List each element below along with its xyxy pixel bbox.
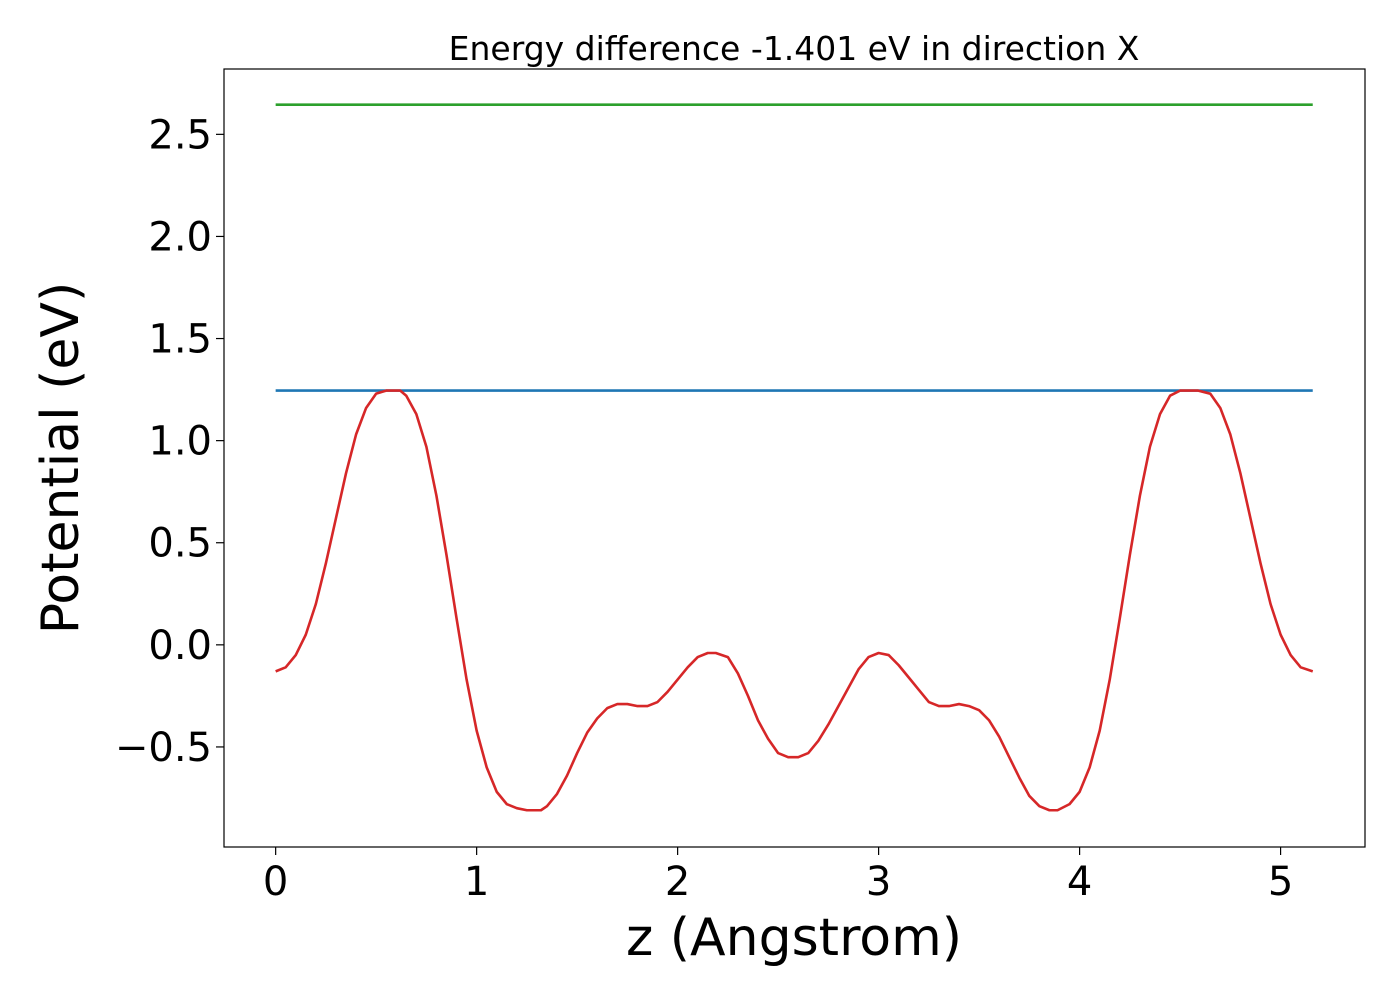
y-tick-label: 1.5 — [148, 317, 212, 363]
x-tick-label: 2 — [665, 859, 690, 905]
x-tick-label: 0 — [263, 859, 288, 905]
chart-title: Energy difference -1.401 eV in direction… — [449, 29, 1140, 68]
x-tick-label: 5 — [1268, 859, 1293, 905]
y-tick-label: 1.0 — [148, 419, 212, 465]
y-tick-label: 0.0 — [148, 623, 212, 669]
x-tick-label: 4 — [1067, 859, 1092, 905]
x-axis-label: z (Angstrom) — [626, 908, 962, 968]
y-axis: −0.5 0.0 0.5 1.0 1.5 2.0 2.5 — [115, 112, 224, 771]
x-tick-label: 3 — [866, 859, 891, 905]
plot-frame — [223, 68, 1366, 848]
y-tick-label: −0.5 — [115, 725, 212, 771]
x-axis: 0 1 2 3 4 5 — [263, 847, 1293, 905]
series-line-2 — [275, 389, 1314, 812]
y-axis-label: Potential (eV) — [31, 282, 91, 634]
series-layer — [275, 103, 1314, 812]
y-tick-label: 0.5 — [148, 521, 212, 567]
y-tick-label: 2.0 — [148, 214, 212, 260]
y-tick-label: 2.5 — [148, 112, 212, 158]
x-tick-label: 1 — [464, 859, 489, 905]
